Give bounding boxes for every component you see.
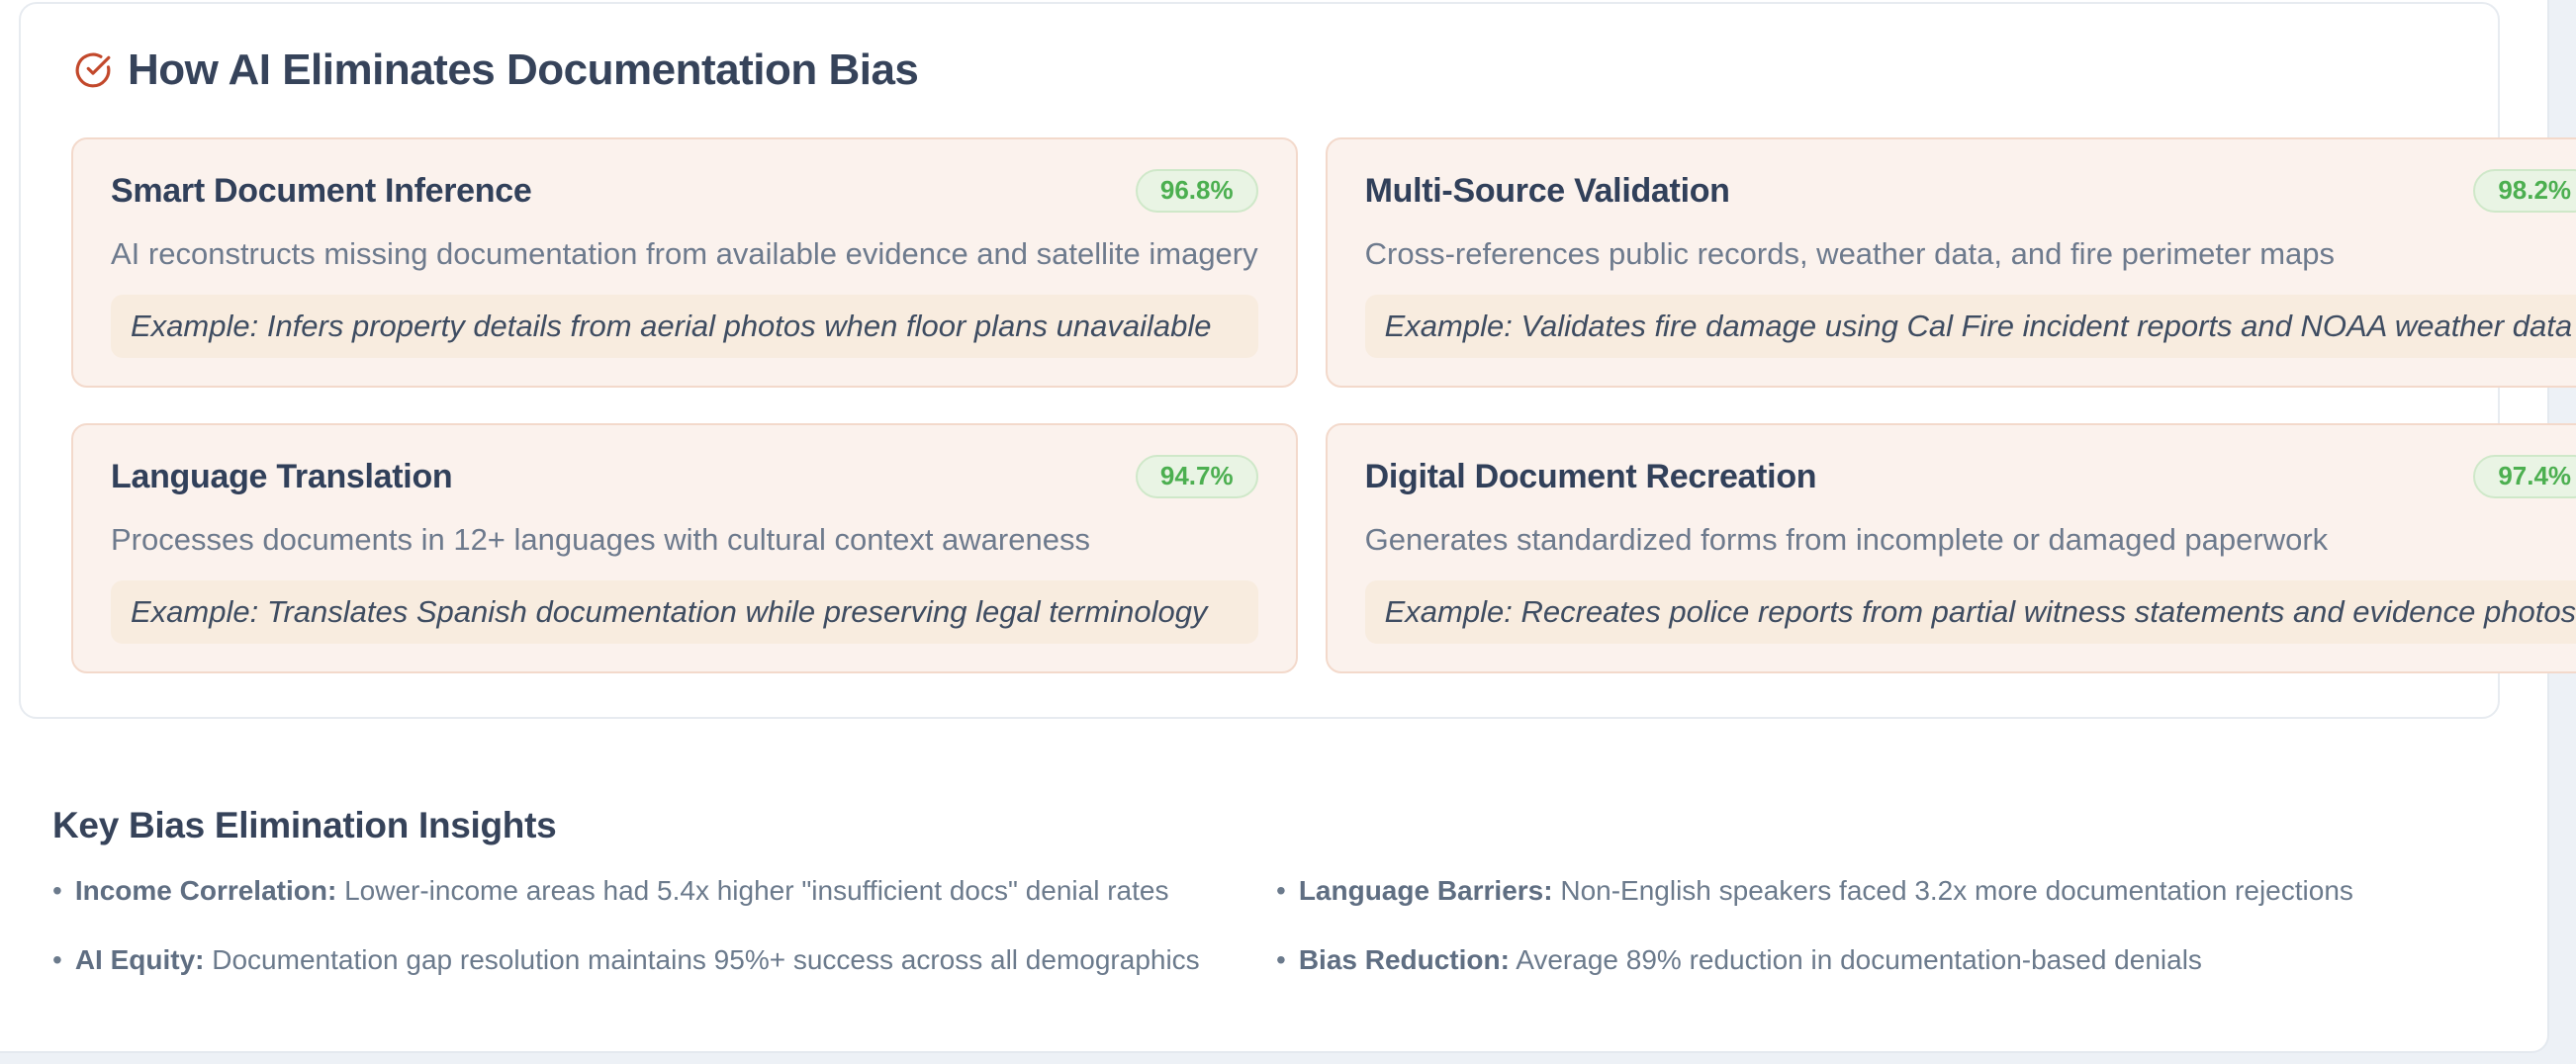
key-insights-section: Key Bias Elimination Insights • Income Co… [52, 803, 2500, 977]
capability-title: Multi-Source Validation [1364, 172, 1730, 210]
bullet-icon: • [1276, 944, 1286, 975]
bullet-icon: • [1276, 875, 1286, 906]
capability-card-digital-document-recreation: Digital Document Recreation 97.4% Genera… [1325, 423, 2576, 673]
capability-example: Example: Infers property details from ae… [111, 295, 1258, 358]
capability-description: Processes documents in 12+ languages wit… [111, 522, 1090, 557]
capability-example: Example: Translates Spanish documentatio… [111, 580, 1258, 644]
capability-description: Cross-references public records, weather… [1364, 236, 2335, 271]
insight-bias-reduction: • Bias Reduction: Average 89% reduction i… [1276, 943, 2500, 977]
insight-text: Average 89% reduction in documentation-b… [1516, 944, 2202, 975]
insight-language-barriers: • Language Barriers: Non-English speakers… [1276, 874, 2500, 908]
accuracy-badge: 96.8% [1135, 169, 1258, 213]
insight-label: Income Correlation: [74, 875, 337, 906]
bullet-icon: • [52, 875, 62, 906]
insight-income-correlation: • Income Correlation: Lower-income areas … [52, 874, 1276, 908]
capability-example: Example: Validates fire damage using Cal… [1364, 295, 2576, 358]
bullet-icon: • [52, 944, 62, 975]
capability-description: AI reconstructs missing documentation fr… [111, 236, 1258, 271]
capability-title: Digital Document Recreation [1364, 458, 1817, 495]
capability-cards-grid: Smart Document Inference 96.8% AI recons… [21, 97, 2576, 673]
panel-header: How AI Eliminates Documentation Bias [21, 4, 2498, 97]
ai-documentation-bias-panel: How AI Eliminates Documentation Bias Sma… [19, 2, 2576, 719]
capability-card-multi-source-validation: Multi-Source Validation 98.2% Cross-refe… [1325, 137, 2576, 388]
accuracy-badge: 98.2% [2473, 169, 2576, 213]
insight-ai-equity: • AI Equity: Documentation gap resolution… [52, 943, 1276, 977]
capability-title: Language Translation [111, 458, 453, 495]
insight-text: Documentation gap resolution maintains 9… [212, 944, 1200, 975]
accuracy-badge: 97.4% [2473, 455, 2576, 498]
accuracy-badge: 94.7% [1135, 455, 1258, 498]
check-circle-icon [75, 52, 111, 88]
panel-title: How AI Eliminates Documentation Bias [128, 45, 919, 94]
capability-card-smart-document-inference: Smart Document Inference 96.8% AI recons… [71, 137, 1298, 388]
insight-label: Bias Reduction: [1298, 944, 1510, 975]
insight-label: Language Barriers: [1298, 875, 1553, 906]
insights-title: Key Bias Elimination Insights [52, 805, 557, 845]
insights-grid: • Income Correlation: Lower-income areas … [52, 874, 2500, 977]
capability-card-language-translation: Language Translation 94.7% Processes doc… [71, 423, 1298, 673]
insight-text: Non-English speakers faced 3.2x more doc… [1560, 875, 2353, 906]
insight-label: AI Equity: [74, 944, 205, 975]
capability-description: Generates standardized forms from incomp… [1364, 522, 2329, 557]
insight-text: Lower-income areas had 5.4x higher "insu… [344, 875, 1169, 906]
capability-title: Smart Document Inference [111, 172, 532, 210]
capability-example: Example: Recreates police reports from p… [1364, 580, 2576, 644]
